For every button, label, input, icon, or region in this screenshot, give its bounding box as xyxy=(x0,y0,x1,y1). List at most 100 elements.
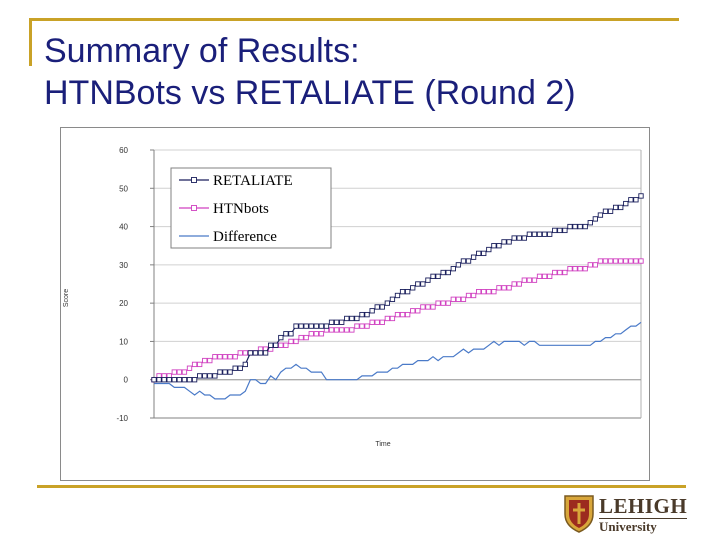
data-point-retaliate xyxy=(597,212,604,218)
data-point-retaliate xyxy=(268,342,274,348)
data-point-retaliate xyxy=(592,216,598,222)
data-point-retaliate xyxy=(394,292,401,299)
data-point-retaliate xyxy=(404,289,411,295)
data-point-retaliate xyxy=(526,231,533,237)
legend-marker-retaliate xyxy=(191,177,197,183)
y-tick-label: 60 xyxy=(119,146,128,155)
data-point-htnbots xyxy=(633,258,639,264)
slide-title-line-2: HTNBots vs RETALIATE (Round 2) xyxy=(44,74,576,112)
data-point-retaliate xyxy=(318,323,325,329)
data-point-htnbots xyxy=(618,258,624,264)
data-point-htnbots xyxy=(217,354,223,360)
slide-title-line-1: Summary of Results: xyxy=(44,32,360,70)
data-point-retaliate xyxy=(374,304,380,310)
data-point-htnbots xyxy=(430,304,436,310)
data-point-htnbots xyxy=(207,357,213,364)
data-point-htnbots xyxy=(506,285,512,291)
data-point-retaliate xyxy=(354,315,360,322)
data-point-retaliate xyxy=(430,273,436,279)
data-point-htnbots xyxy=(476,289,482,295)
data-point-htnbots xyxy=(521,277,527,283)
data-point-retaliate xyxy=(572,223,578,230)
data-point-retaliate xyxy=(344,315,350,322)
data-point-htnbots xyxy=(384,315,391,322)
data-point-retaliate xyxy=(313,323,319,329)
data-point-htnbots xyxy=(191,361,198,368)
data-point-htnbots xyxy=(399,311,406,318)
data-point-htnbots xyxy=(359,323,365,329)
data-point-retaliate xyxy=(202,373,208,379)
data-point-htnbots xyxy=(227,354,233,360)
data-point-retaliate xyxy=(460,258,467,264)
data-point-htnbots xyxy=(318,331,325,337)
data-point-retaliate xyxy=(283,331,289,337)
data-point-retaliate xyxy=(455,262,462,268)
data-point-retaliate xyxy=(511,235,517,241)
data-point-htnbots xyxy=(541,273,548,279)
data-point-retaliate xyxy=(481,250,487,257)
data-point-htnbots xyxy=(435,300,441,306)
data-point-retaliate xyxy=(435,273,441,279)
data-point-retaliate xyxy=(166,377,172,383)
lehigh-shield-icon xyxy=(564,495,594,533)
data-point-htnbots xyxy=(293,338,299,345)
title-accent-horizontal-rule xyxy=(29,18,679,21)
data-point-htnbots xyxy=(176,369,183,375)
data-point-htnbots xyxy=(369,319,375,325)
data-point-htnbots xyxy=(445,300,451,306)
data-point-htnbots xyxy=(278,342,284,348)
data-point-retaliate xyxy=(339,319,345,325)
data-point-htnbots xyxy=(303,334,309,341)
y-axis-label: Score xyxy=(63,289,70,307)
data-point-retaliate xyxy=(349,315,355,322)
data-point-htnbots xyxy=(339,327,345,333)
data-point-retaliate xyxy=(227,369,233,375)
data-point-retaliate xyxy=(557,227,563,234)
data-point-htnbots xyxy=(572,266,578,272)
data-point-retaliate xyxy=(425,277,431,283)
data-point-retaliate xyxy=(379,304,385,310)
data-point-htnbots xyxy=(511,281,517,287)
data-point-retaliate xyxy=(440,269,446,276)
data-point-retaliate xyxy=(257,350,264,356)
data-point-retaliate xyxy=(521,235,527,241)
data-point-htnbots xyxy=(197,361,203,368)
y-tick-label: 30 xyxy=(119,261,128,270)
data-point-htnbots xyxy=(582,266,588,272)
data-point-htnbots xyxy=(577,266,583,272)
data-point-retaliate xyxy=(328,319,335,325)
slide-title: Summary of Results: HTNBots vs RETALIATE… xyxy=(44,30,704,114)
score-over-time-chart: 60 50 40 30 20 10 0 -10 Score Time RETALIATE HTNbot… xyxy=(63,146,644,448)
y-tick-label: 0 xyxy=(124,376,129,385)
data-point-htnbots xyxy=(481,289,487,295)
data-point-htnbots xyxy=(394,311,401,318)
data-point-htnbots xyxy=(288,338,294,345)
data-point-retaliate xyxy=(389,296,396,302)
data-point-htnbots xyxy=(389,315,396,322)
y-tick-label: 50 xyxy=(119,184,128,193)
data-point-retaliate xyxy=(278,334,284,341)
data-point-retaliate xyxy=(552,227,558,234)
data-point-retaliate xyxy=(212,373,218,379)
data-point-htnbots xyxy=(374,319,380,325)
data-point-htnbots xyxy=(465,292,472,299)
data-point-retaliate xyxy=(628,197,634,203)
data-point-htnbots xyxy=(344,327,350,333)
data-point-htnbots xyxy=(547,273,553,279)
data-point-retaliate xyxy=(547,231,553,237)
data-point-htnbots xyxy=(638,258,644,264)
data-point-retaliate xyxy=(531,231,538,237)
data-point-retaliate xyxy=(308,323,314,329)
data-point-retaliate xyxy=(303,323,309,329)
data-point-htnbots xyxy=(460,296,467,302)
data-point-retaliate xyxy=(186,377,193,383)
data-point-htnbots xyxy=(242,350,248,356)
data-point-retaliate xyxy=(491,243,497,249)
data-point-htnbots xyxy=(491,289,497,295)
data-point-retaliate xyxy=(562,227,568,234)
data-point-htnbots xyxy=(237,350,243,356)
data-point-htnbots xyxy=(501,285,507,291)
data-point-htnbots xyxy=(354,323,360,329)
data-point-retaliate xyxy=(587,220,593,226)
data-point-retaliate xyxy=(298,323,304,329)
